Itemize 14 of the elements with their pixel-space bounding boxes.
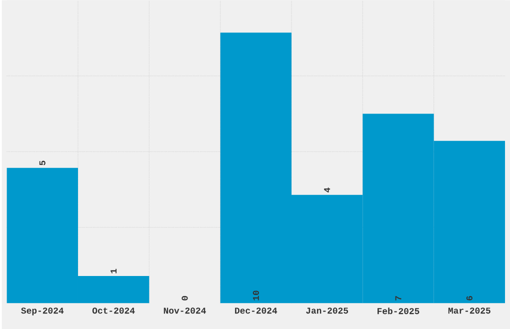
x-tick-label: Dec-2024 <box>235 308 278 314</box>
x-tick-label: Sep-2024 <box>21 308 64 316</box>
data-label: 7 <box>395 296 402 300</box>
data-label: 0 <box>182 296 188 300</box>
data-label: 1 <box>110 268 117 274</box>
x-tick-label: Mar-2025 <box>448 308 490 314</box>
data-label: 6 <box>466 296 472 300</box>
x-tick-label: Jan-2025 <box>306 308 348 314</box>
data-label: 4 <box>324 188 330 192</box>
data-label: 5 <box>39 160 46 166</box>
x-tick-label: Oct-2024 <box>92 308 135 314</box>
data-label: 10 <box>252 290 259 300</box>
x-tick-label: Feb-2025 <box>378 308 420 314</box>
x-tick-label: Nov-2024 <box>164 308 206 314</box>
